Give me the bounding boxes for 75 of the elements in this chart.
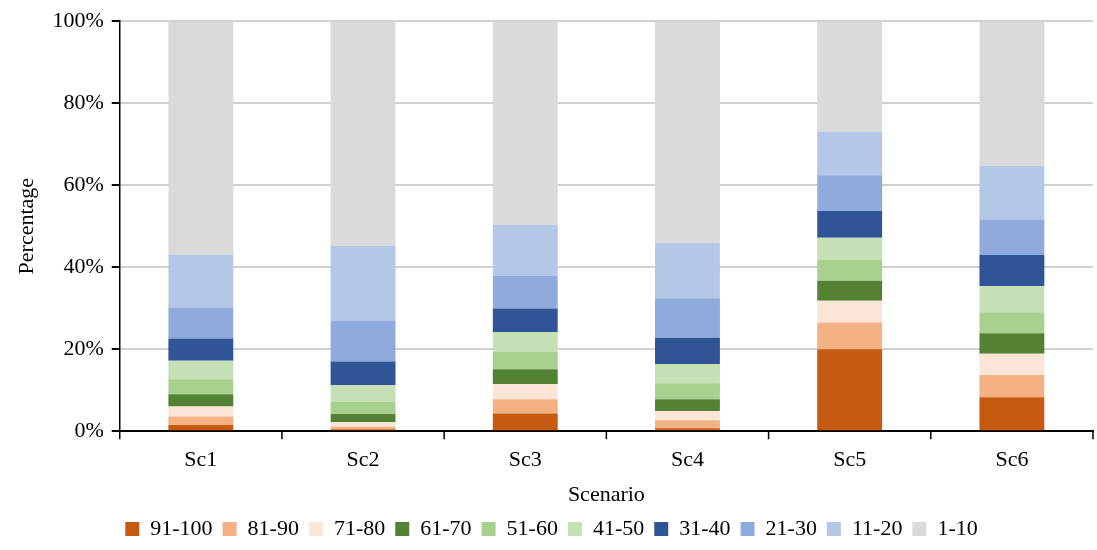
legend-label: 1-10	[937, 514, 978, 540]
legend-label: 11-20	[851, 514, 903, 540]
bar	[168, 360, 234, 380]
bar	[655, 337, 720, 364]
bar	[330, 245, 396, 321]
x-tick-label: Sc2	[346, 446, 380, 472]
bar	[817, 211, 883, 238]
x-tick-label: Sc4	[670, 446, 704, 472]
bar	[655, 420, 720, 429]
bar	[168, 254, 234, 308]
bar	[330, 402, 396, 414]
bar	[168, 394, 234, 407]
bar	[817, 131, 883, 176]
legend-label: 41-50	[592, 514, 645, 540]
bar	[979, 254, 1045, 287]
bar	[492, 369, 558, 385]
y-tick-label: 100%	[52, 6, 104, 32]
y-tick-label: 80%	[63, 88, 104, 114]
y-axis-title: Percentage	[12, 177, 38, 275]
bar	[817, 175, 883, 212]
bar	[817, 237, 883, 260]
bar	[655, 383, 720, 400]
x-axis-title: Scenario	[567, 480, 645, 506]
bar	[979, 397, 1045, 431]
bar	[492, 352, 558, 370]
bar	[817, 349, 883, 431]
legend-label: 21-30	[765, 514, 817, 540]
bar	[330, 320, 396, 362]
bar	[655, 411, 720, 421]
bar	[168, 406, 234, 417]
bar	[655, 363, 720, 384]
bar	[817, 322, 883, 350]
bar	[979, 286, 1045, 313]
x-tick-label: Sc6	[995, 446, 1029, 472]
bar	[168, 425, 234, 431]
bar	[330, 361, 396, 386]
bar	[168, 307, 234, 339]
bar	[979, 312, 1045, 334]
bar	[330, 422, 396, 427]
bar	[168, 379, 234, 395]
bar	[979, 333, 1045, 354]
bar	[979, 220, 1045, 255]
bar	[817, 259, 883, 281]
bar	[492, 399, 558, 414]
bar	[492, 224, 558, 276]
bar	[492, 275, 558, 309]
bar	[979, 165, 1045, 221]
bar	[817, 300, 883, 323]
bar	[817, 280, 883, 301]
bar	[492, 331, 558, 353]
bar	[168, 416, 234, 426]
legend-label: 91-100	[150, 514, 213, 540]
bar	[168, 338, 234, 361]
legend-label: 71-80	[333, 514, 386, 540]
bar	[979, 353, 1045, 376]
legend-label: 61-70	[420, 514, 472, 540]
bar	[330, 413, 396, 423]
bar	[330, 385, 396, 403]
bar	[655, 399, 720, 412]
y-tick-label: 40%	[63, 252, 104, 278]
bar	[492, 308, 558, 332]
x-tick-label: Sc5	[833, 446, 867, 472]
y-tick-label: 0%	[74, 416, 104, 442]
y-tick-label: 20%	[63, 334, 104, 360]
bar	[655, 298, 720, 338]
x-tick-label: Sc1	[184, 446, 218, 472]
x-tick-label: Sc3	[508, 446, 542, 472]
bar	[655, 243, 720, 299]
legend-label: 51-60	[506, 514, 558, 540]
legend-label: 81-90	[247, 514, 299, 540]
bar	[492, 413, 558, 431]
bar	[979, 375, 1045, 398]
legend-label: 31-40	[679, 514, 731, 540]
y-tick-label: 60%	[63, 170, 104, 196]
bar	[492, 384, 558, 400]
